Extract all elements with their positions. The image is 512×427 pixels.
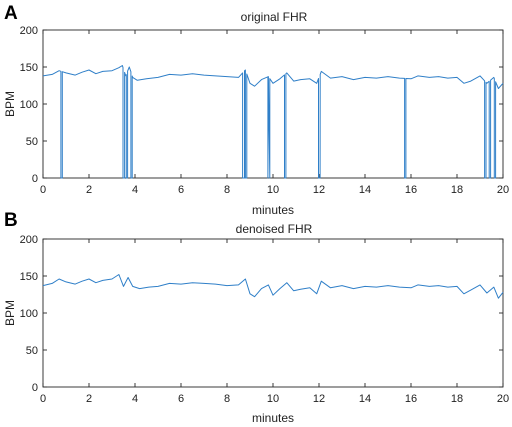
- panel-b-fhr-line: [42, 274, 504, 299]
- x-tick-label: 12: [313, 393, 325, 405]
- y-tick-label: 100: [20, 99, 38, 111]
- panel-a-plot-area: [42, 29, 504, 179]
- panel-b-title: denoised FHR: [236, 222, 313, 236]
- x-tick-label: 0: [40, 393, 46, 405]
- y-tick-label: 150: [20, 62, 38, 74]
- x-tick-label: 6: [178, 184, 184, 196]
- x-tick-label: 10: [267, 393, 279, 405]
- panel-a-y-axis-label: BPM: [3, 91, 17, 117]
- y-tick-label: 0: [32, 382, 38, 394]
- x-tick-label: 18: [451, 184, 463, 196]
- x-tick-label: 4: [132, 184, 138, 196]
- x-tick-label: 20: [497, 184, 509, 196]
- panel-b-plot-area: [42, 238, 504, 388]
- panel-a-fhr-line: [42, 65, 504, 179]
- x-tick-label: 12: [313, 184, 325, 196]
- y-tick-label: 150: [20, 271, 38, 283]
- panel-a-label: A: [4, 3, 18, 24]
- panel-a-title: original FHR: [241, 10, 308, 24]
- x-tick-label: 4: [132, 393, 138, 405]
- panel-a-x-axis-label: minutes: [252, 203, 294, 217]
- x-tick-label: 18: [451, 393, 463, 405]
- panel-b-y-axis-label: BPM: [3, 300, 17, 326]
- y-tick-label: 200: [20, 234, 38, 246]
- x-tick-label: 16: [405, 393, 417, 405]
- panel-a: A original FHR 0 2 4 6 8 10 12 14 16 18 2005010015…: [3, 3, 509, 217]
- x-tick-label: 0: [40, 184, 46, 196]
- panel-b: B denoised FHR 0 2 4 6 8 10 12 14 16 18 2005010015…: [3, 210, 509, 425]
- y-tick-label: 0: [32, 173, 38, 185]
- panel-b-label: B: [4, 210, 18, 231]
- x-tick-label: 2: [86, 184, 92, 196]
- x-tick-label: 6: [178, 393, 184, 405]
- x-tick-label: 2: [86, 393, 92, 405]
- x-tick-label: 16: [405, 184, 417, 196]
- panel-b-ticks: [42, 238, 504, 388]
- x-tick-label: 20: [497, 393, 509, 405]
- x-tick-label: 14: [359, 184, 371, 196]
- panel-b-x-axis-label: minutes: [252, 411, 294, 425]
- x-tick-label: 8: [224, 184, 230, 196]
- y-tick-label: 50: [26, 136, 38, 148]
- y-tick-label: 100: [20, 308, 38, 320]
- y-tick-label: 50: [26, 345, 38, 357]
- y-tick-label: 200: [20, 25, 38, 37]
- x-tick-label: 8: [224, 393, 230, 405]
- x-tick-label: 14: [359, 393, 371, 405]
- x-tick-label: 10: [267, 184, 279, 196]
